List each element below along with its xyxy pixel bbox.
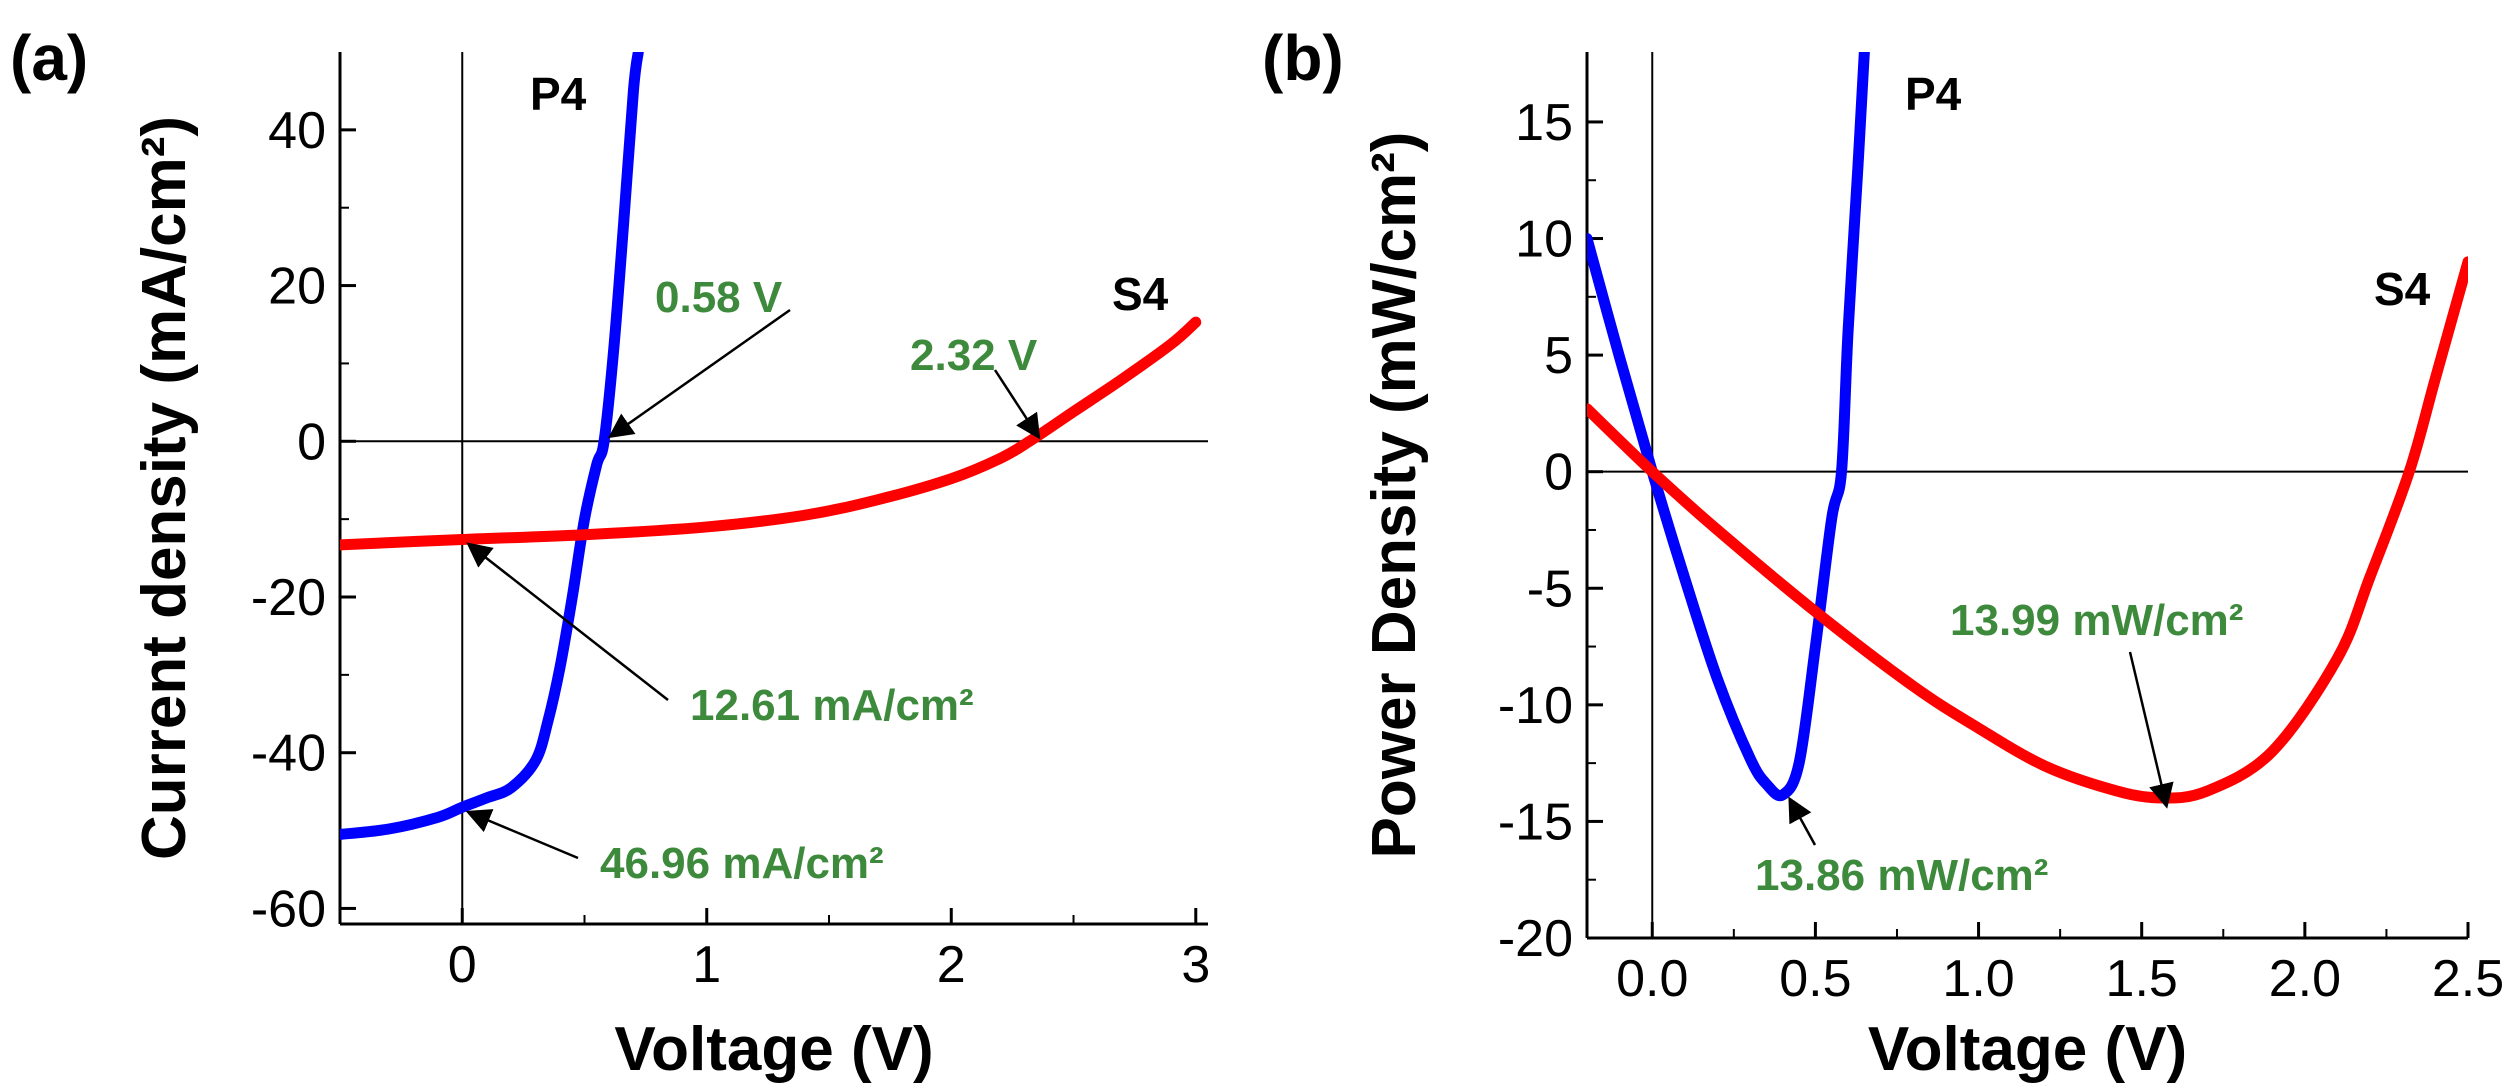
y-axis-label: Current density (mA/cm²) bbox=[130, 116, 199, 860]
y-tick-label: 20 bbox=[268, 258, 326, 316]
y-tick-label: 5 bbox=[1544, 327, 1573, 385]
x-axis-label: Voltage (V) bbox=[614, 1015, 933, 1084]
series-label: S4 bbox=[2374, 263, 2431, 315]
panel-letter: (a) bbox=[10, 22, 88, 94]
series-label: P4 bbox=[1905, 68, 1962, 120]
panel-letter: (b) bbox=[1262, 22, 1344, 94]
x-tick-label: 2.5 bbox=[2432, 950, 2504, 1008]
annotation-label: 13.86 mW/cm² bbox=[1755, 851, 2048, 900]
y-tick-label: -5 bbox=[1527, 560, 1573, 618]
series-p4-line bbox=[340, 52, 644, 840]
x-axis-label: Voltage (V) bbox=[1868, 1015, 2187, 1084]
x-tick-label: 0.5 bbox=[1779, 950, 1851, 1008]
series-s4-line bbox=[1587, 256, 2468, 804]
annotation-label: 13.99 mW/cm² bbox=[1950, 596, 2243, 645]
annotation-arrow bbox=[993, 369, 1041, 440]
y-tick-label: 40 bbox=[268, 102, 326, 160]
annotation-arrow bbox=[466, 542, 669, 701]
x-tick-label: 3 bbox=[1181, 936, 1210, 994]
annotation-label: 2.32 V bbox=[910, 331, 1038, 380]
series-s4-line bbox=[340, 316, 1202, 551]
panel-b: 0.0 0.5 1.0 1.5 2.0 2.5 -20 -15 -10 -5 0 5 10 15 Volta… bbox=[1262, 22, 2504, 1084]
annotation-label: 12.61 mA/cm² bbox=[690, 681, 974, 730]
panel-a: 0 1 2 3 -60 -40 -20 0 20 40 Voltage (V) Current den… bbox=[10, 22, 1210, 1084]
y-tick-label: -15 bbox=[1498, 793, 1573, 851]
series-p4-line bbox=[1587, 52, 1870, 802]
annotation-arrow bbox=[607, 308, 791, 439]
series-label: S4 bbox=[1112, 268, 1169, 320]
y-tick-label: 15 bbox=[1515, 94, 1573, 152]
x-tick-label: 1.0 bbox=[1942, 950, 2014, 1008]
y-tick-label: -20 bbox=[251, 569, 326, 627]
y-tick-label: -60 bbox=[251, 880, 326, 938]
x-tick-label: 2 bbox=[937, 936, 966, 994]
y-tick-label: 0 bbox=[297, 413, 326, 471]
annotation-arrow bbox=[1788, 796, 1817, 846]
series-label: P4 bbox=[530, 68, 587, 120]
y-tick-label: 10 bbox=[1515, 211, 1573, 269]
y-axis-label: Power Density (mW/cm²) bbox=[1360, 132, 1429, 859]
annotation-label: 46.96 mA/cm² bbox=[600, 839, 884, 888]
y-tick-label: 0 bbox=[1544, 444, 1573, 502]
x-tick-label: 0 bbox=[448, 936, 477, 994]
x-tick-label: 1 bbox=[692, 936, 721, 994]
y-tick-label: -20 bbox=[1498, 910, 1573, 968]
x-tick-label: 0.0 bbox=[1616, 950, 1688, 1008]
annotation-arrow bbox=[465, 809, 579, 860]
y-tick-label: -40 bbox=[251, 725, 326, 783]
annotation-arrow bbox=[2128, 651, 2174, 809]
x-tick-label: 1.5 bbox=[2106, 950, 2178, 1008]
y-tick-label: -10 bbox=[1498, 677, 1573, 735]
x-tick-label: 2.0 bbox=[2269, 950, 2341, 1008]
annotation-label: 0.58 V bbox=[655, 273, 783, 322]
